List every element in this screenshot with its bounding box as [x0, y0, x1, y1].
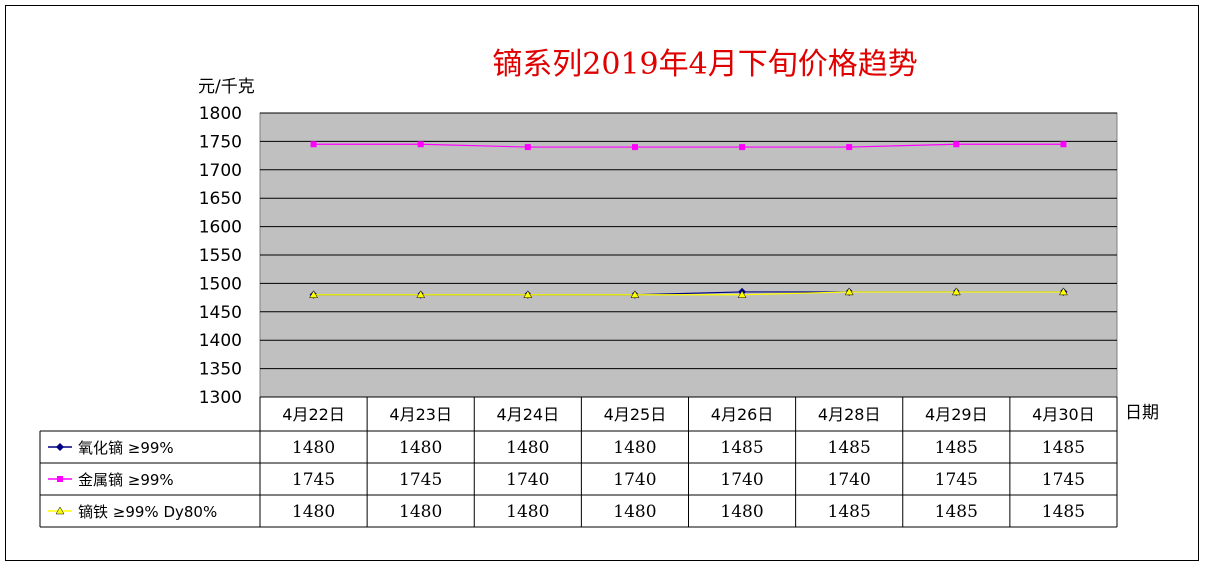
- data-point: [1059, 287, 1068, 296]
- x-tick-label: 4月28日: [818, 405, 881, 424]
- x-tick-label: 4月23日: [389, 405, 452, 424]
- data-point: [844, 287, 854, 296]
- y-tick-label: 1750: [199, 132, 242, 152]
- legend-marker: [55, 506, 65, 515]
- data-label: 1485: [1042, 502, 1085, 522]
- chart-frame: [5, 5, 1199, 561]
- data-point: [524, 144, 531, 151]
- data-point: [523, 290, 533, 299]
- data-point: [951, 287, 961, 296]
- data-label: 1745: [399, 470, 442, 490]
- y-tick-label: 1450: [199, 303, 242, 323]
- series-line: [313, 143, 1064, 148]
- data-label: 1745: [292, 470, 335, 490]
- data-label: 1485: [1042, 438, 1085, 458]
- data-label: 1480: [399, 438, 442, 458]
- data-point: [953, 141, 960, 148]
- data-label: 1485: [828, 502, 871, 522]
- gridlines: [260, 112, 1117, 398]
- data-point: [309, 290, 318, 299]
- x-tick-label: 4月22日: [282, 405, 345, 424]
- y-axis-label: 元/千克: [198, 77, 255, 97]
- data-label: 1740: [828, 470, 871, 490]
- x-tick-label: 4月25日: [604, 405, 667, 424]
- data-label: 1480: [292, 502, 335, 522]
- data-label: 1480: [720, 502, 763, 522]
- y-tick-label: 1500: [199, 274, 242, 294]
- x-tick-label: 4月29日: [925, 405, 988, 424]
- series-line: [313, 291, 1064, 296]
- legend-marker: [56, 443, 64, 451]
- data-label: 1480: [506, 438, 549, 458]
- data-label: 1485: [935, 438, 978, 458]
- data-label: 1480: [613, 502, 656, 522]
- data-label: 1480: [506, 502, 549, 522]
- data-label: 1485: [828, 438, 871, 458]
- data-point: [1060, 141, 1067, 148]
- y-tick-label: 1800: [199, 104, 242, 124]
- series-lines: [309, 141, 1068, 299]
- data-point: [630, 290, 640, 299]
- data-label: 1740: [613, 470, 656, 490]
- data-point: [737, 290, 747, 299]
- data-point: [846, 144, 853, 151]
- data-label: 1480: [292, 438, 335, 458]
- x-axis-label: 日期: [1125, 403, 1159, 423]
- chart-title: 镝系列2019年4月下旬价格趋势: [492, 47, 917, 82]
- data-label: 1480: [399, 502, 442, 522]
- data-label: 1740: [720, 470, 763, 490]
- data-label: 1745: [935, 470, 978, 490]
- x-tick-label: 4月30日: [1032, 405, 1095, 424]
- data-point: [631, 144, 638, 151]
- y-tick-label: 1700: [199, 161, 242, 181]
- y-tick-labels: 1300 1350 1400 1450 1500 1550 1600 1650 1700 1750…: [199, 104, 242, 408]
- y-tick-label: 1650: [199, 189, 242, 209]
- data-point: [417, 141, 424, 148]
- x-tick-label: 4月24日: [497, 405, 560, 424]
- y-tick-label: 1400: [199, 331, 242, 351]
- y-tick-label: 1550: [199, 246, 242, 266]
- data-label: 1740: [506, 470, 549, 490]
- data-point: [416, 290, 426, 299]
- legend-marker: [57, 476, 63, 482]
- y-tick-label: 1600: [199, 218, 242, 238]
- data-point: [739, 144, 746, 151]
- legend-label: 金属镝 ≥99%: [78, 471, 174, 489]
- legend-label: 氧化镝 ≥99%: [78, 439, 174, 457]
- y-tick-label: 1300: [199, 388, 242, 408]
- data-label: 1745: [1042, 470, 1085, 490]
- x-tick-label: 4月26日: [711, 405, 774, 424]
- data-label: 1485: [935, 502, 978, 522]
- data-label: 1485: [720, 438, 763, 458]
- legend-label: 镝铁 ≥99% Dy80%: [78, 503, 217, 521]
- data-label: 1480: [613, 438, 656, 458]
- data-table: 4月22日 4月23日 4月24日 4月25日 4月26日 4月28日 4月29日 4月30日…: [39, 396, 1118, 528]
- y-tick-label: 1350: [199, 360, 242, 380]
- data-point: [310, 141, 317, 148]
